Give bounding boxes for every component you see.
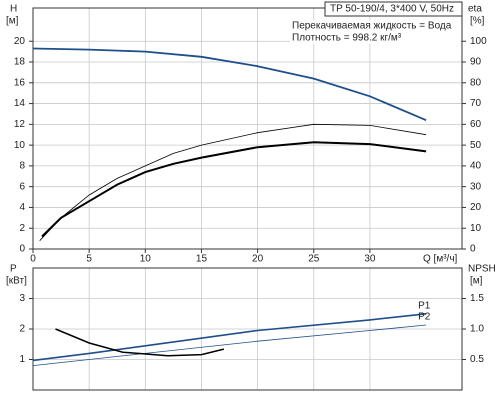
y2-tick-label: 50 bbox=[470, 140, 482, 151]
y-tick-label: 12 bbox=[14, 119, 26, 130]
y-tick-label: 20 bbox=[14, 36, 26, 47]
y-tick-label: 8 bbox=[19, 161, 25, 172]
y2-tick-label: 90 bbox=[470, 57, 482, 68]
y-tick-label: 14 bbox=[14, 98, 26, 109]
y2-tick-label: 0.5 bbox=[470, 354, 484, 365]
y2-tick-label: 100 bbox=[470, 36, 487, 47]
y-tick-label: 2 bbox=[19, 324, 25, 335]
curve-label: P2 bbox=[418, 312, 431, 323]
y2-tick-label: 60 bbox=[470, 119, 482, 130]
x-axis-label: Q [м³/ч] bbox=[423, 254, 458, 265]
curve bbox=[32, 313, 427, 362]
curve bbox=[32, 324, 427, 366]
x-tick-label: 10 bbox=[140, 254, 152, 265]
y2-axis-label: NPSH bbox=[468, 264, 496, 275]
y2-tick-label: 80 bbox=[470, 77, 482, 88]
y2-tick-label: 1.5 bbox=[470, 293, 484, 304]
x-tick-label: 5 bbox=[86, 254, 92, 265]
y2-tick-label: 1.0 bbox=[470, 324, 484, 335]
x-tick-label: 20 bbox=[252, 254, 264, 265]
x-tick-label: 25 bbox=[308, 254, 320, 265]
curve bbox=[41, 141, 427, 238]
x-tick-label: 0 bbox=[30, 254, 36, 265]
annotation-bg bbox=[290, 20, 460, 32]
annotation: Плотность = 998.2 кг/м³ bbox=[292, 33, 402, 44]
y-axis-unit: [м] bbox=[6, 16, 19, 27]
curve bbox=[32, 47, 427, 122]
annotation: Перекачиваемая жидкость = Вода bbox=[292, 21, 452, 32]
x-tick-label: 30 bbox=[364, 254, 376, 265]
curve-label: P1 bbox=[418, 300, 431, 311]
y2-tick-label: 70 bbox=[470, 98, 482, 109]
plot-frame bbox=[32, 267, 463, 391]
y2-axis-unit: [м] bbox=[470, 276, 483, 287]
curve bbox=[55, 328, 225, 357]
y-tick-label: 0 bbox=[19, 244, 25, 255]
y-tick-label: 1 bbox=[19, 354, 25, 365]
y-axis-unit: [кВт] bbox=[6, 276, 27, 287]
y-tick-label: 2 bbox=[19, 223, 25, 234]
info-title: TP 50-190/4, 3*400 V, 50Hz bbox=[330, 4, 454, 15]
y2-tick-label: 30 bbox=[470, 181, 482, 192]
y-tick-label: 3 bbox=[19, 293, 25, 304]
y2-tick-label: 20 bbox=[470, 202, 482, 213]
y-tick-label: 16 bbox=[14, 77, 26, 88]
y2-tick-label: 0 bbox=[470, 244, 476, 255]
y-tick-label: 18 bbox=[14, 57, 26, 68]
y-tick-label: 4 bbox=[19, 202, 25, 213]
plot-frame bbox=[32, 7, 463, 250]
y2-tick-label: 10 bbox=[470, 223, 482, 234]
annotation-bg bbox=[290, 32, 460, 44]
y-tick-label: 6 bbox=[19, 181, 25, 192]
y-tick-label: 10 bbox=[14, 140, 26, 151]
y2-axis-label: eta bbox=[468, 4, 482, 15]
y-axis-label: H bbox=[10, 4, 17, 15]
x-tick-label: 15 bbox=[196, 254, 208, 265]
info-box bbox=[324, 1, 463, 17]
curve bbox=[39, 123, 427, 241]
y2-axis-unit: [%] bbox=[470, 16, 485, 27]
y-axis-label: P bbox=[10, 264, 17, 275]
y2-tick-label: 40 bbox=[470, 161, 482, 172]
